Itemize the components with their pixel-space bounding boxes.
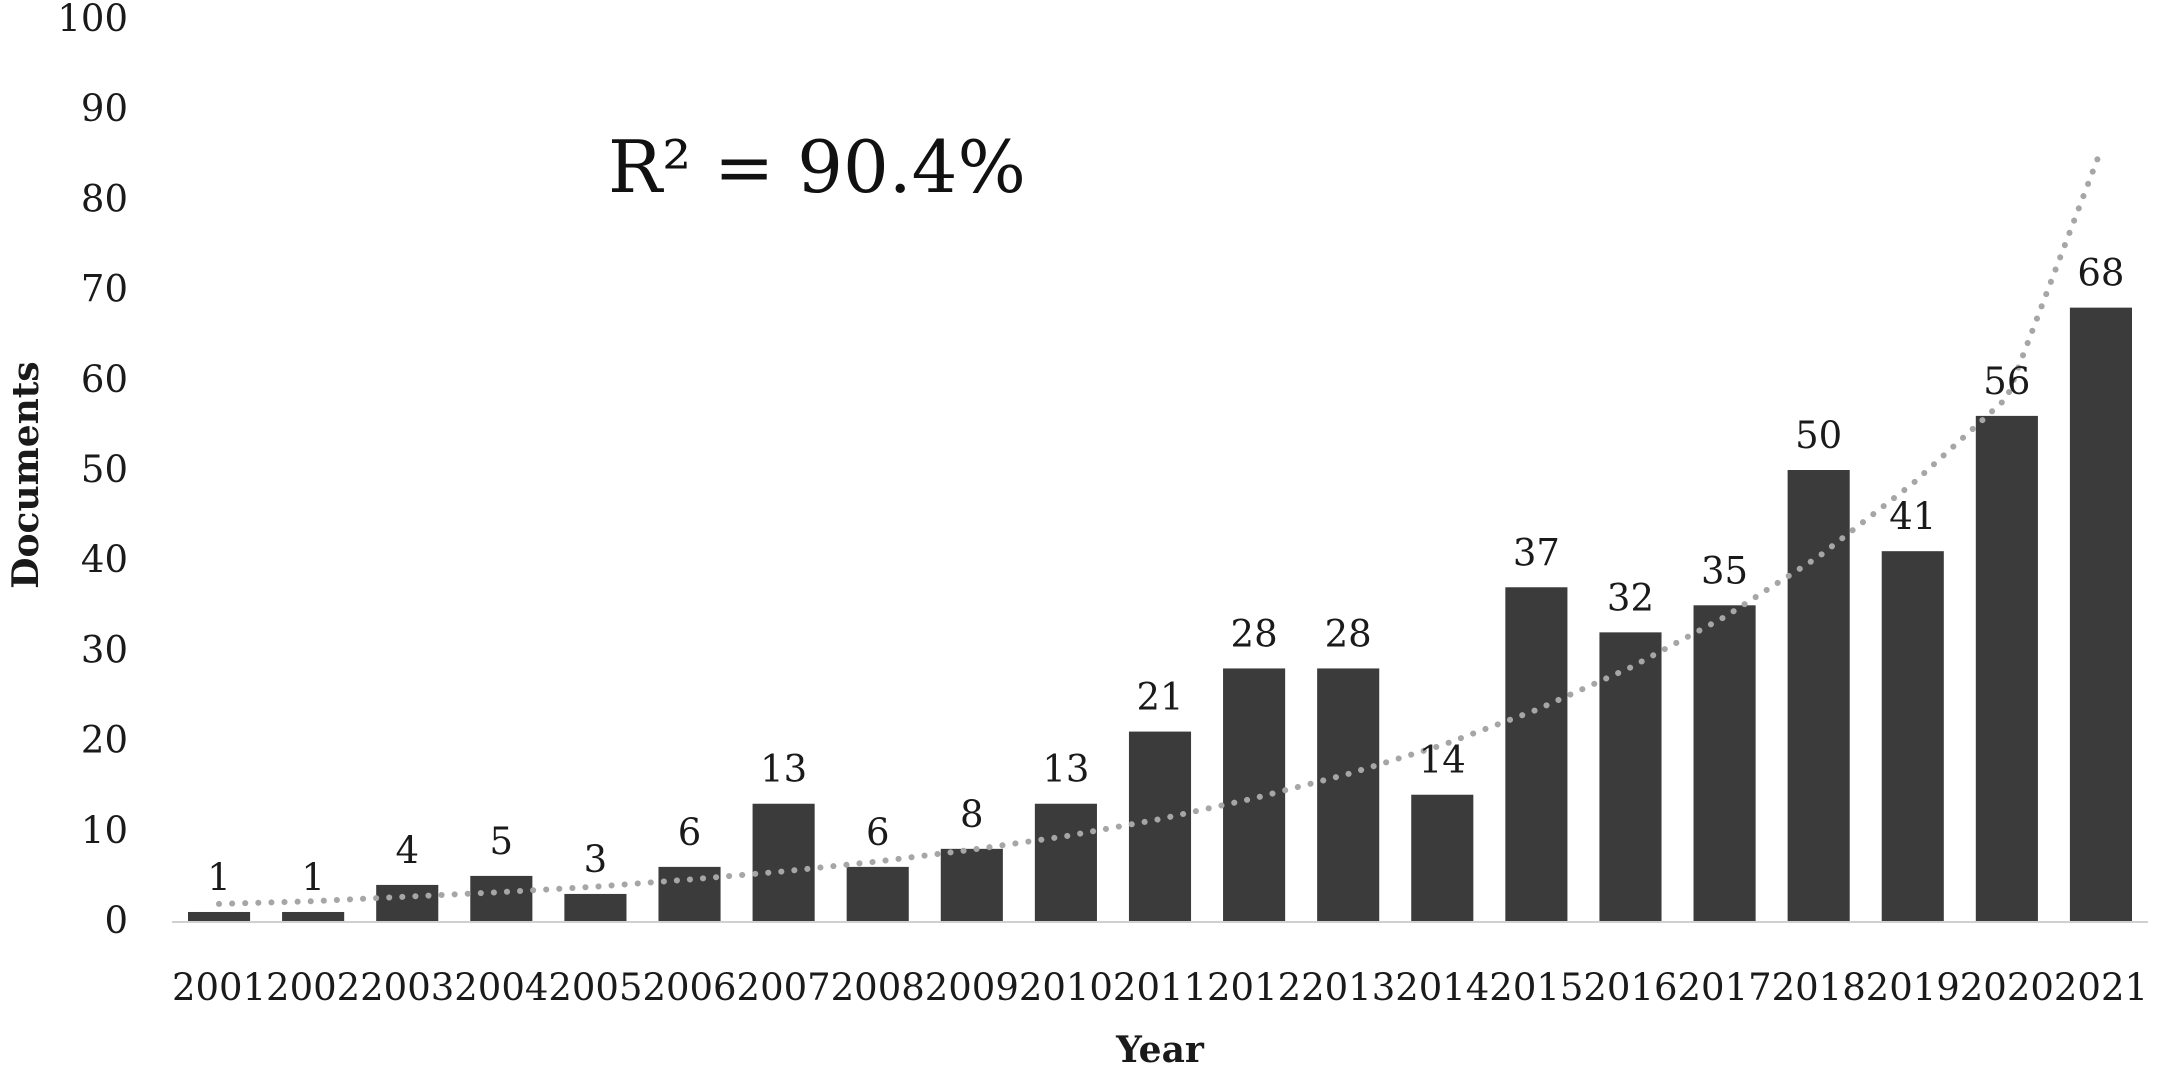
x-tick-label: 2008 [831, 966, 925, 1009]
x-tick-label: 2001 [172, 966, 266, 1009]
x-tick-label: 2021 [2054, 966, 2148, 1009]
data-label-2010: 13 [1042, 748, 1089, 791]
bar-2009 [940, 848, 1003, 921]
x-tick-label: 2006 [642, 966, 736, 1009]
bar-2021 [2069, 307, 2133, 921]
y-tick-label: 40 [81, 538, 128, 581]
y-tick-label: 90 [81, 87, 128, 130]
y-tick-label: 30 [81, 628, 128, 671]
y-axis-title: Documents [5, 361, 47, 588]
bar-2004 [470, 875, 533, 921]
bar-2019 [1881, 551, 1944, 921]
x-tick-label: 2019 [1866, 966, 1960, 1009]
bar-2015 [1505, 587, 1568, 921]
y-tick-label: 100 [57, 0, 128, 40]
y-axis-ticks: 0 10 20 30 40 50 60 70 80 90 100 [57, 0, 128, 942]
x-tick-label: 2009 [925, 966, 1019, 1009]
data-label-2004: 5 [490, 820, 514, 863]
data-label-2017: 35 [1701, 549, 1748, 592]
bar-2016 [1599, 632, 1662, 921]
data-label-2001: 1 [207, 856, 231, 899]
bar-2008 [846, 866, 909, 921]
y-tick-label: 70 [81, 268, 128, 311]
x-tick-label: 2012 [1207, 966, 1301, 1009]
x-tick-label: 2020 [1960, 966, 2054, 1009]
data-label-2019: 41 [1889, 495, 1936, 538]
data-label-2015: 37 [1513, 531, 1560, 574]
bar-2010 [1034, 803, 1097, 921]
r-squared-annotation: R² = 90.4% [608, 125, 1026, 209]
data-label-2020: 56 [1983, 360, 2030, 403]
data-label-2018: 50 [1795, 414, 1842, 457]
bar-2020 [1975, 415, 2038, 921]
x-tick-label: 2013 [1301, 966, 1395, 1009]
x-tick-label: 2010 [1019, 966, 1113, 1009]
data-label-2005: 3 [584, 838, 608, 881]
y-tick-label: 10 [81, 809, 128, 852]
data-label-2002: 1 [301, 856, 325, 899]
x-tick-label: 2014 [1395, 966, 1489, 1009]
y-tick-label: 20 [81, 719, 128, 762]
x-axis-ticks: 2001 2002 2003 2004 2005 2006 2007 2008 2009 2010… [172, 966, 2148, 1009]
bar-2005 [564, 893, 627, 921]
y-tick-label: 50 [81, 448, 128, 491]
data-label-2003: 4 [395, 829, 419, 872]
bars [187, 307, 2133, 921]
data-label-2011: 21 [1136, 676, 1183, 719]
x-axis-title: Year [1115, 1029, 1205, 1069]
x-tick-label: 2005 [548, 966, 642, 1009]
data-label-2012: 28 [1231, 612, 1278, 655]
bar-2012 [1223, 668, 1286, 921]
bar-2007 [752, 803, 815, 921]
x-tick-label: 2015 [1489, 966, 1583, 1009]
bar-2017 [1693, 605, 1756, 921]
x-tick-label: 2002 [266, 966, 360, 1009]
x-tick-label: 2004 [454, 966, 548, 1009]
data-label-2006: 6 [678, 811, 702, 854]
bar-2018 [1787, 470, 1850, 921]
bar-2001 [187, 911, 251, 921]
x-tick-label: 2016 [1583, 966, 1677, 1009]
data-label-2013: 28 [1325, 612, 1372, 655]
data-label-2008: 6 [866, 811, 890, 854]
bar-2013 [1317, 668, 1380, 921]
bar-2006 [658, 866, 721, 921]
bar-2014 [1411, 794, 1474, 921]
y-tick-label: 60 [81, 358, 128, 401]
data-label-2014: 14 [1419, 739, 1466, 782]
bar-2011 [1128, 731, 1192, 921]
y-tick-label: 0 [104, 899, 128, 942]
x-tick-label: 2003 [360, 966, 454, 1009]
trendline [216, 146, 2104, 907]
data-label-2021: 68 [2077, 252, 2124, 295]
bar-2003 [376, 884, 439, 921]
bar-2002 [282, 911, 345, 921]
y-tick-label: 80 [81, 177, 128, 220]
x-tick-label: 2007 [737, 966, 831, 1009]
x-tick-label: 2017 [1677, 966, 1771, 1009]
data-label-2007: 13 [760, 748, 807, 791]
x-tick-label: 2018 [1772, 966, 1866, 1009]
data-label-2016: 32 [1607, 576, 1654, 619]
data-label-2009: 8 [960, 793, 984, 836]
x-tick-label: 2011 [1113, 966, 1207, 1009]
